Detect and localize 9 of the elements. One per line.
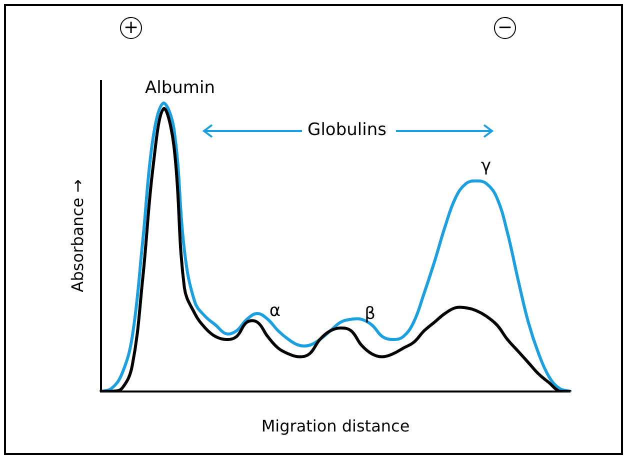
annotation: β [364,304,376,324]
text: Albumin [145,78,215,98]
annotation: Globulins [308,120,386,140]
annotation: α [269,301,281,321]
text: + [120,17,142,39]
text: − [494,17,516,39]
y-axis-title: Absorbance → [68,179,88,292]
x-axis-title: Migration distance [261,416,410,436]
annotation: γ [480,156,492,176]
